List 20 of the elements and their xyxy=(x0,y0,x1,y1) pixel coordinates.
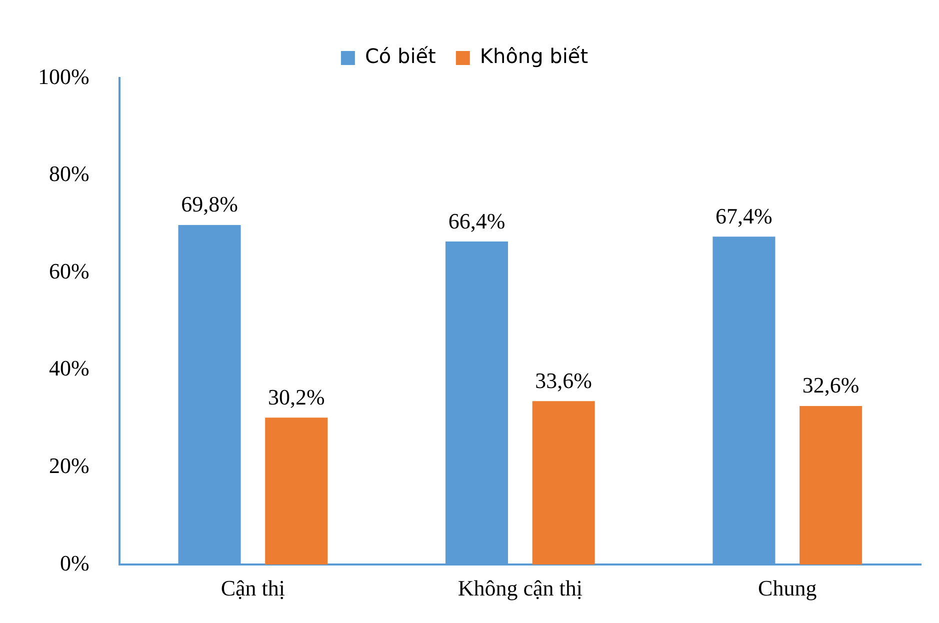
y-tick-label: 20% xyxy=(49,453,90,478)
x-tick-label: Cận thị xyxy=(220,576,286,601)
x-tick-label: Không cận thị xyxy=(458,576,582,601)
data-label: 32,6% xyxy=(802,372,860,398)
y-tick-label: 40% xyxy=(49,356,90,381)
legend-label: Có biết xyxy=(364,44,436,68)
data-label: 33,6% xyxy=(535,368,592,393)
y-tick-label: 0% xyxy=(60,550,90,576)
bar xyxy=(265,418,328,565)
y-tick-label: 80% xyxy=(49,161,90,186)
data-label: 67,4% xyxy=(716,203,772,228)
bar xyxy=(800,406,862,565)
data-label: 30,2% xyxy=(268,384,325,410)
y-tick-label: 100% xyxy=(38,64,90,89)
data-label: 66,4% xyxy=(448,208,506,234)
legend-label: Không biết xyxy=(480,44,588,68)
bar xyxy=(532,401,595,565)
x-tick-label: Chung xyxy=(758,576,817,601)
y-tick-label: 60% xyxy=(49,258,90,284)
data-label: 69,8% xyxy=(181,192,238,217)
